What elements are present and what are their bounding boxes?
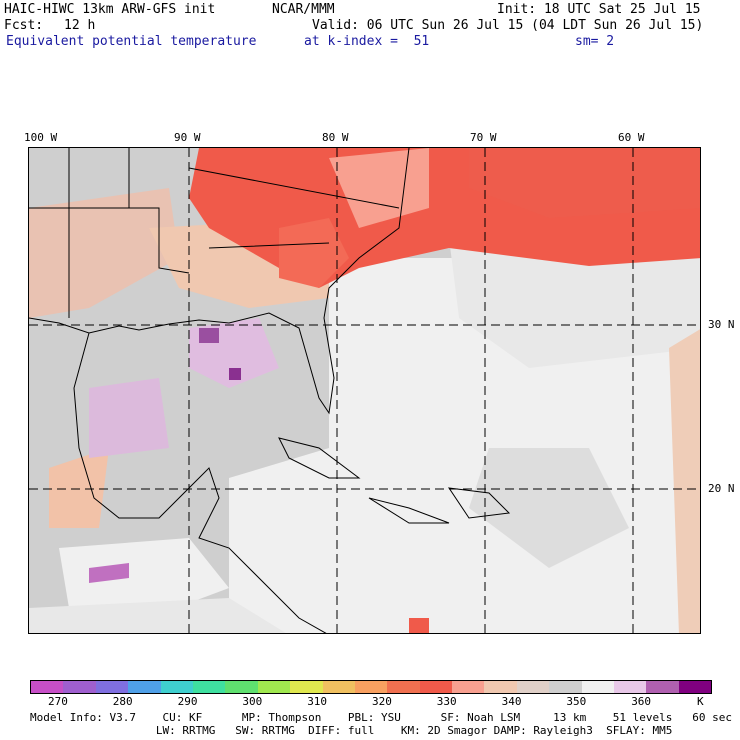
model-title: HAIC-HIWC 13km ARW-GFS init xyxy=(4,2,216,17)
colorbar-swatch xyxy=(549,681,582,693)
field-name: Equivalent potential temperature xyxy=(6,34,257,49)
colorbar-swatch xyxy=(581,681,615,693)
colorbar-tick-label: 280 xyxy=(112,695,133,708)
colorbar-swatch xyxy=(31,681,64,693)
colorbar-swatch xyxy=(128,681,161,693)
colorbar-swatch xyxy=(160,681,193,693)
colorbar-swatch xyxy=(257,681,291,693)
lon-label-60w: 60 W xyxy=(618,131,645,144)
colorbar-swatch xyxy=(484,681,517,693)
level-index: at k-index = 51 xyxy=(304,34,430,49)
colorbar-swatch xyxy=(95,681,129,693)
footer-physics-info: LW: RRTMG SW: RRTMG DIFF: full KM: 2D Sm… xyxy=(30,724,673,737)
colorbar-swatch xyxy=(516,681,550,693)
colorbar xyxy=(30,680,713,694)
colorbar-swatch xyxy=(387,681,420,693)
valid-time: Valid: 06 UTC Sun 26 Jul 15 (04 LDT Sun … xyxy=(312,18,704,33)
colorbar-tick-label: 310 xyxy=(307,695,328,708)
footer-model-info: Model Info: V3.7 CU: KF MP: Thompson PBL… xyxy=(30,711,732,724)
theta-e-map xyxy=(28,147,701,634)
org-label: NCAR/MMM xyxy=(272,2,335,17)
lat-label-20n: 20 N xyxy=(708,482,735,495)
init-time: Init: 18 UTC Sat 25 Jul 15 xyxy=(497,2,701,17)
lon-label-90w: 90 W xyxy=(174,131,201,144)
colorbar-tick-label: 360 xyxy=(631,695,652,708)
colorbar-swatch xyxy=(354,681,388,693)
colorbar-tick-label: 290 xyxy=(177,695,198,708)
lon-label-80w: 80 W xyxy=(322,131,349,144)
colorbar-tick-label: 270 xyxy=(48,695,68,708)
colorbar-swatch xyxy=(646,681,679,693)
colorbar-swatch xyxy=(290,681,323,693)
colorbar-unit: K xyxy=(697,695,704,708)
colorbar-swatch xyxy=(678,681,712,693)
lon-label-100w: 100 W xyxy=(24,131,58,144)
smoothing-value: sm= 2 xyxy=(575,34,615,49)
colorbar-tick-label: 320 xyxy=(372,695,392,708)
colorbar-swatch xyxy=(614,681,647,693)
colorbar-swatch xyxy=(322,681,355,693)
colorbar-tick-label: 300 xyxy=(242,695,263,708)
colorbar-swatch xyxy=(419,681,453,693)
forecast-hour: 12 h xyxy=(64,18,96,33)
forecast-label: Fcst: xyxy=(4,18,44,33)
colorbar-tick-label: 340 xyxy=(501,695,522,708)
colorbar-swatch xyxy=(63,681,96,693)
colorbar-tick-label: 330 xyxy=(436,695,457,708)
colorbar-swatch xyxy=(192,681,226,693)
colorbar-tick-label: 350 xyxy=(566,695,587,708)
colorbar-swatch xyxy=(452,681,485,693)
map-field-graphic xyxy=(29,148,700,633)
lon-label-70w: 70 W xyxy=(470,131,497,144)
lat-label-30n: 30 N xyxy=(708,318,735,331)
colorbar-swatch xyxy=(225,681,258,693)
